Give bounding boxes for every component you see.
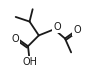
Text: O: O	[53, 22, 61, 32]
Text: O: O	[73, 25, 81, 35]
Text: OH: OH	[22, 57, 37, 67]
Text: O: O	[12, 33, 19, 44]
